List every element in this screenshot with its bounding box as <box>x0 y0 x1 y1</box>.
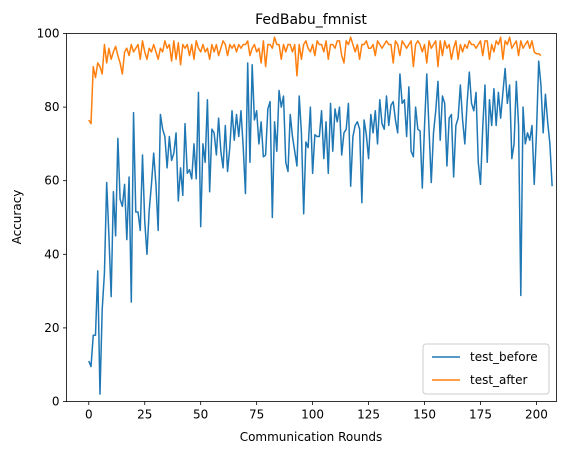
x-axis-ticks: 0 25 50 75 100 125 150 175 200 <box>85 401 548 422</box>
series-line-test-after <box>88 36 542 125</box>
x-tick-label: 125 <box>357 408 380 422</box>
x-tick-label: 0 <box>85 408 93 422</box>
chart-title: FedBabu_fmnist <box>255 12 367 28</box>
plot-lines <box>88 36 553 395</box>
y-tick-label: 20 <box>44 321 59 335</box>
y-axis-ticks: 0 20 40 60 80 100 <box>37 27 67 409</box>
x-tick-label: 50 <box>193 408 208 422</box>
legend-label-test-after: test_after <box>470 373 528 387</box>
y-tick-label: 80 <box>44 100 59 114</box>
y-tick-label: 100 <box>37 27 60 41</box>
x-tick-label: 100 <box>301 408 324 422</box>
y-tick-label: 60 <box>44 174 59 188</box>
x-axis-label: Communication Rounds <box>240 430 383 444</box>
series-line-test-before <box>88 60 553 395</box>
x-tick-label: 175 <box>469 408 492 422</box>
x-tick-label: 150 <box>413 408 436 422</box>
x-tick-label: 200 <box>525 408 548 422</box>
y-tick-label: 0 <box>52 395 60 409</box>
x-tick-label: 25 <box>137 408 152 422</box>
legend-label-test-before: test_before <box>470 350 538 364</box>
legend: test_before test_after <box>422 343 550 395</box>
plot-area-frame <box>66 33 557 402</box>
x-tick-label: 75 <box>249 408 264 422</box>
y-axis-label: Accuracy <box>10 190 24 245</box>
y-tick-label: 40 <box>44 247 59 261</box>
